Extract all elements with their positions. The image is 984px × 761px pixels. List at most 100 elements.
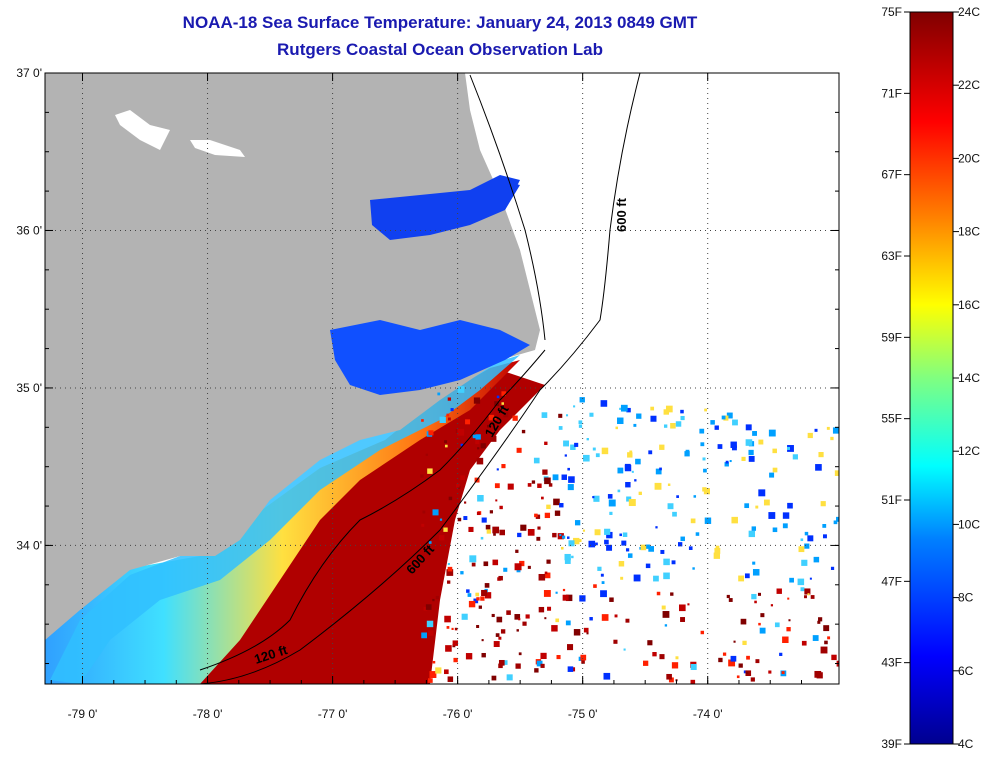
sst-pixel — [422, 510, 426, 514]
sst-pixel — [714, 547, 721, 554]
pamlico-sound-overlay — [330, 320, 530, 395]
sst-pixel — [531, 480, 536, 484]
sst-pixel — [566, 536, 570, 539]
sst-pixel — [427, 468, 433, 474]
sst-pixel — [645, 563, 651, 569]
colorbar-label-c: 20C — [958, 151, 980, 165]
sst-pixel — [782, 636, 789, 643]
sst-pixel — [538, 573, 546, 581]
sst-pixel — [519, 560, 525, 567]
colorbar-label-c: 16C — [958, 298, 980, 312]
sst-pixel — [544, 617, 547, 620]
sst-pixel — [759, 627, 766, 634]
sst-pixel — [643, 660, 649, 666]
sst-pixel — [567, 484, 574, 491]
sst-pixel — [818, 617, 823, 622]
sst-pixel — [758, 439, 764, 445]
sst-pixel — [476, 457, 484, 465]
sst-pixel — [444, 669, 449, 675]
sst-pixel — [740, 618, 747, 625]
sst-pixel — [625, 618, 630, 623]
colorbar-label-f: 55F — [881, 412, 902, 426]
sst-pixel — [540, 652, 547, 660]
sst-pixel — [567, 644, 574, 651]
sst-pixel — [664, 624, 668, 627]
sst-pixel — [779, 652, 783, 656]
sst-pixel — [668, 677, 674, 683]
sst-pixel — [525, 614, 530, 619]
sst-pixel — [626, 407, 631, 413]
sst-pixel — [755, 505, 759, 509]
sst-pixel — [494, 483, 500, 489]
sst-pixel — [623, 648, 626, 651]
sst-pixel — [653, 575, 659, 582]
sst-pixel — [581, 660, 585, 664]
sst-pixel — [770, 604, 774, 607]
sst-pixel — [447, 676, 454, 682]
sst-pixel — [741, 456, 746, 461]
sst-pixel — [425, 604, 432, 610]
sst-pixel — [609, 511, 613, 515]
sst-pixel — [812, 635, 819, 641]
sst-pixel — [730, 655, 737, 662]
sst-pixel — [552, 474, 559, 481]
sst-pixel — [494, 417, 497, 420]
sst-pixel — [595, 453, 600, 458]
sst-pixel — [578, 420, 583, 425]
sst-pixel — [429, 671, 437, 678]
sst-pixel — [514, 614, 521, 620]
sst-pixel — [475, 434, 481, 440]
sst-pixel — [421, 523, 425, 527]
sst-pixel — [617, 467, 624, 474]
sst-pixel — [557, 533, 564, 540]
lat-tick-label: 36 0' — [16, 223, 42, 237]
sst-pixel — [487, 424, 490, 428]
albemarle-sound-overlay — [370, 175, 520, 240]
sst-pixel — [457, 517, 462, 522]
sst-pixel — [495, 633, 500, 637]
sst-pixel — [667, 503, 674, 510]
sst-pixel — [670, 423, 676, 429]
sst-pixel — [617, 417, 624, 425]
sst-pixel — [685, 449, 690, 454]
sst-pixel — [489, 510, 493, 514]
sst-pixel — [515, 549, 519, 553]
sst-pixel — [582, 529, 586, 532]
sst-pixel — [499, 505, 503, 510]
sst-pixel — [613, 639, 618, 644]
sst-pixel — [469, 555, 477, 563]
sst-pixel — [565, 414, 569, 417]
sst-pixel — [787, 445, 794, 452]
sst-pixel — [752, 431, 757, 436]
sst-pixel — [830, 436, 834, 441]
sst-pixel — [439, 535, 445, 541]
sst-pixel — [692, 567, 695, 570]
lat-tick-label: 34 0' — [16, 538, 42, 552]
sst-pixel — [421, 632, 428, 639]
sst-pixel — [608, 499, 616, 507]
sst-pixel — [560, 546, 564, 550]
sst-pixel — [541, 412, 548, 418]
sst-pixel — [768, 670, 772, 674]
sst-pixel — [493, 533, 496, 536]
sst-pixel — [568, 540, 575, 547]
sst-pixel — [622, 532, 628, 537]
sst-pixel — [813, 556, 820, 563]
sst-pixel — [544, 477, 551, 485]
sst-pixel — [546, 504, 551, 510]
sst-pixel — [478, 605, 482, 609]
sst-pixel — [633, 574, 641, 582]
isobath-120ft — [199, 349, 546, 671]
colorbar-label-f: 47F — [881, 574, 902, 588]
sst-pixel — [555, 591, 558, 594]
sst-pixel — [787, 597, 790, 600]
sst-pixel — [817, 620, 821, 624]
sst-pixel — [836, 516, 839, 522]
sst-pixel — [822, 534, 827, 539]
sst-pixel — [601, 581, 605, 584]
sst-pixel — [546, 559, 551, 564]
lat-tick-label: 35 0' — [16, 381, 42, 395]
sst-pixel — [517, 532, 522, 538]
colorbar-label-f: 51F — [881, 493, 902, 507]
sst-pixel — [544, 512, 551, 519]
